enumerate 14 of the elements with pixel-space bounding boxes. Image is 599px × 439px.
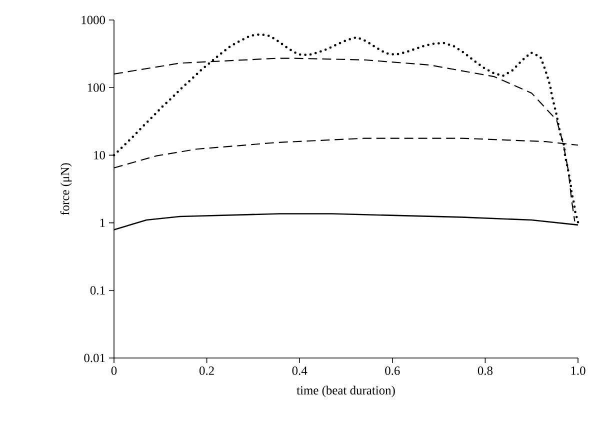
x-tick-label: 0.8	[478, 366, 493, 375]
y-tick-label: 0.1	[90, 286, 105, 295]
y-tick-label: 1	[100, 218, 105, 227]
x-axis-title: time (beat duration)	[296, 386, 395, 398]
x-tick-label: 0.2	[199, 366, 214, 375]
y-tick-label: 0.01	[84, 354, 105, 362]
y-tick-label: 100	[88, 83, 106, 92]
x-tick-label: 0	[111, 366, 117, 375]
x-tick-label: 0.4	[292, 366, 308, 375]
x-tick-label: 0.6	[385, 366, 400, 375]
y-axis-title: force (μN)	[60, 163, 72, 215]
x-tick-label: 1.0	[571, 366, 586, 375]
y-tick-label: 1000	[82, 16, 106, 24]
y-tick-label: 10	[94, 151, 106, 160]
